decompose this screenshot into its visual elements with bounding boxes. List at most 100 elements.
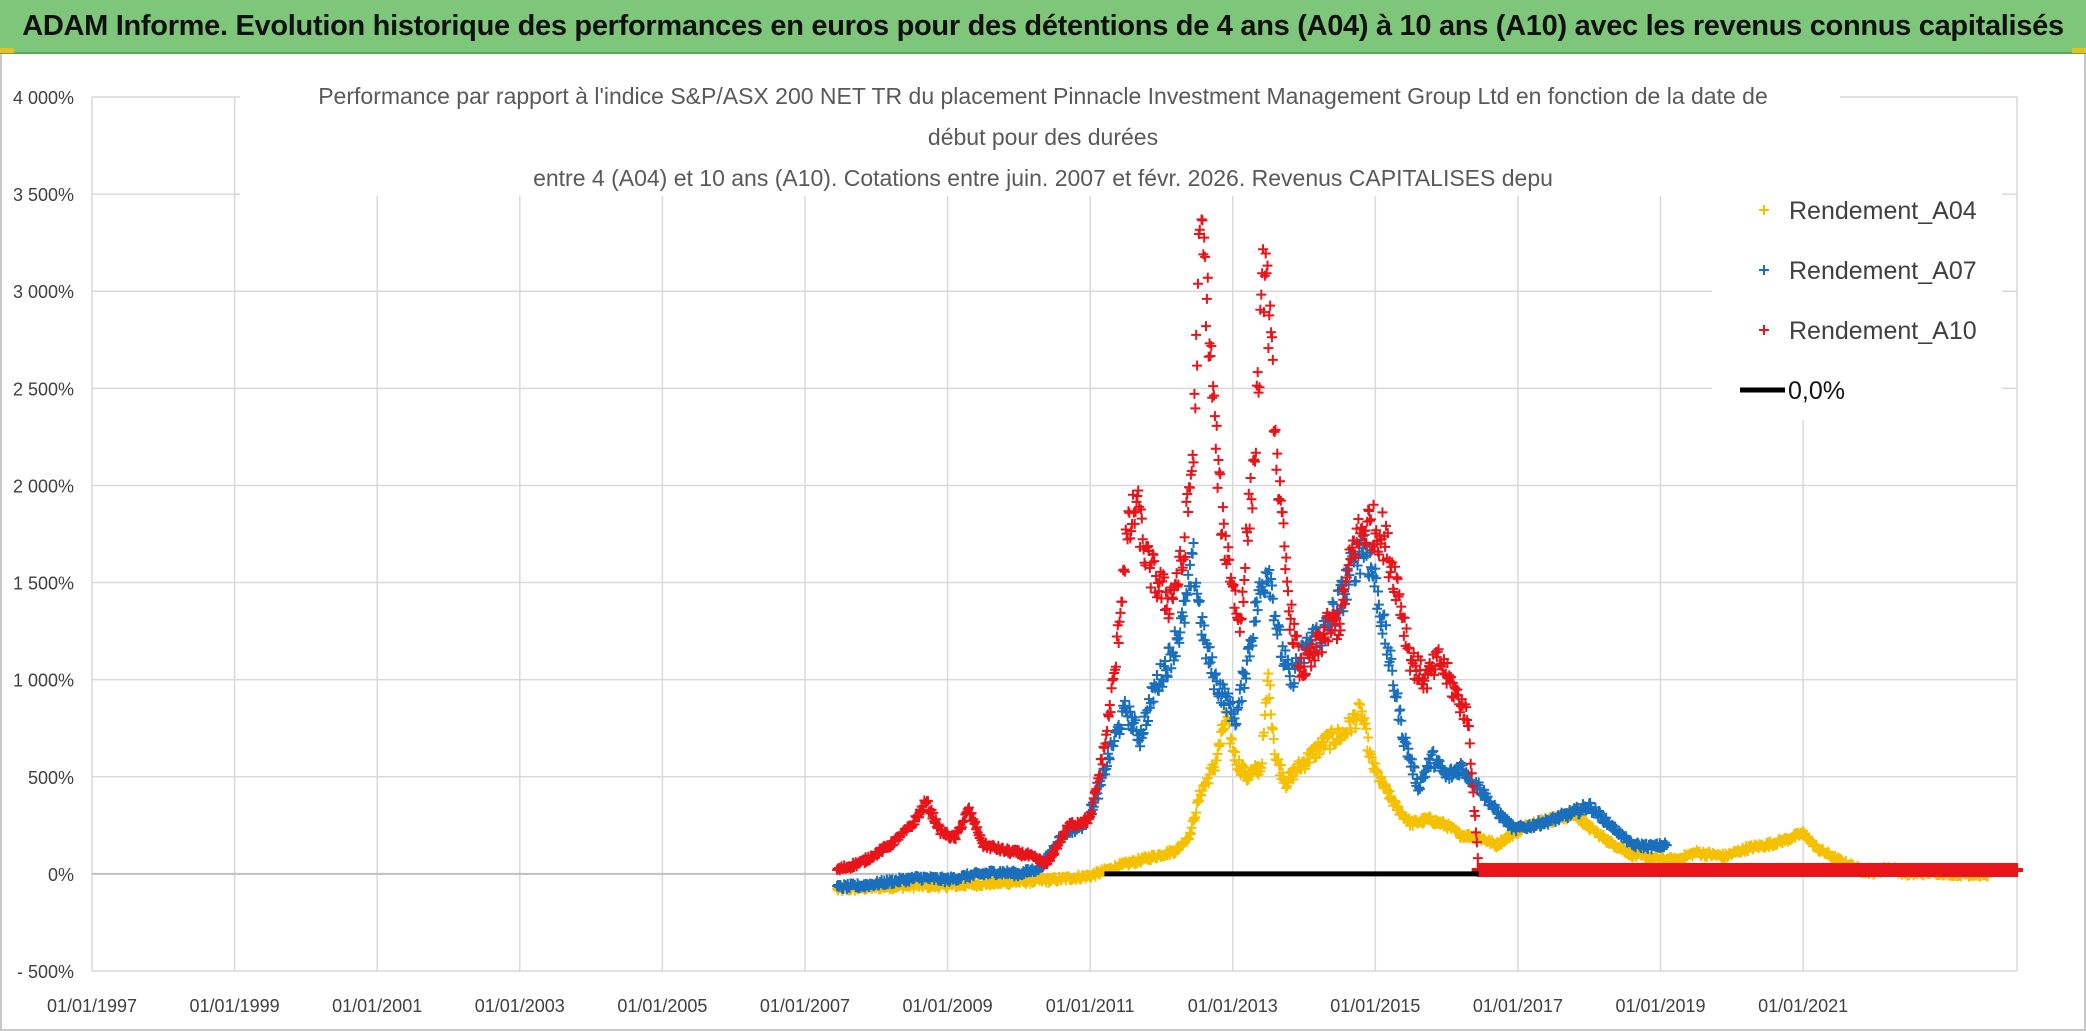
data-point <box>1275 495 1286 506</box>
data-point <box>1102 725 1113 736</box>
data-point <box>1226 734 1237 745</box>
data-point <box>1237 586 1248 597</box>
data-point <box>1365 514 1376 525</box>
data-point <box>1184 482 1195 493</box>
data-point <box>1323 636 1334 647</box>
x-tick-label: 01/01/2001 <box>332 996 422 1016</box>
data-point <box>1170 651 1181 662</box>
data-point <box>1136 513 1147 524</box>
data-point <box>1406 754 1417 765</box>
data-point <box>1324 743 1335 754</box>
data-point <box>1197 215 1208 226</box>
data-point <box>1385 645 1396 656</box>
data-point <box>1114 616 1125 627</box>
x-tick-label: 01/01/2005 <box>617 996 707 1016</box>
data-point <box>1283 777 1293 788</box>
data-point <box>1149 556 1160 567</box>
data-point <box>1266 332 1277 343</box>
data-point <box>1364 505 1375 516</box>
data-point <box>1472 853 1483 864</box>
series-rendement-a04 <box>832 668 1993 897</box>
data-point <box>1363 732 1374 743</box>
legend-label: Rendement_A07 <box>1789 257 1977 285</box>
data-point <box>1274 493 1285 504</box>
data-point <box>1182 589 1193 600</box>
data-point <box>1264 693 1275 704</box>
data-point <box>1319 622 1330 633</box>
data-point <box>1144 562 1155 573</box>
data-point <box>1180 552 1191 563</box>
data-point <box>1241 673 1252 684</box>
data-point <box>1183 506 1194 517</box>
data-point <box>1126 724 1137 735</box>
data-point <box>1446 672 1457 683</box>
data-point <box>1159 572 1170 583</box>
data-point <box>1471 827 1482 838</box>
y-tick-label: 2 500% <box>13 379 74 399</box>
data-point <box>1258 727 1269 738</box>
data-point <box>1339 586 1350 597</box>
data-point <box>1191 577 1202 588</box>
data-point <box>1205 350 1216 361</box>
data-point <box>1115 607 1126 618</box>
legend-label: Rendement_A10 <box>1789 317 1977 345</box>
data-point <box>1266 580 1277 591</box>
data-point <box>1116 723 1127 734</box>
data-point <box>1192 360 1203 371</box>
data-point <box>1355 699 1366 710</box>
data-point <box>1352 560 1363 571</box>
data-point <box>1233 755 1244 766</box>
data-point <box>1184 559 1195 570</box>
data-point <box>1465 758 1476 769</box>
data-point <box>1194 595 1205 606</box>
data-point <box>1094 769 1105 780</box>
x-tick-label: 01/01/2003 <box>475 996 565 1016</box>
data-point <box>1119 566 1130 577</box>
x-axis-labels: 01/01/1997 01/01/1999 01/01/2001 01/01/2003… <box>47 996 1848 1016</box>
data-point <box>1169 626 1180 637</box>
data-point <box>1396 715 1407 726</box>
data-point <box>1109 736 1120 747</box>
data-point <box>1379 609 1390 620</box>
data-point <box>1414 783 1425 794</box>
data-point <box>1183 569 1194 580</box>
data-point <box>1428 746 1439 757</box>
data-point <box>1464 738 1475 749</box>
data-point <box>1137 534 1148 545</box>
data-point <box>1470 810 1481 821</box>
data-point <box>1171 568 1182 579</box>
data-point <box>1285 613 1296 624</box>
data-point <box>1204 642 1215 653</box>
legend-item: Rendement_A10 <box>1759 317 1977 345</box>
data-point <box>1403 743 1414 754</box>
data-point <box>1196 629 1207 640</box>
data-point <box>1245 473 1256 484</box>
y-tick-label: - 500% <box>17 962 74 982</box>
data-point <box>1224 554 1235 565</box>
data-point <box>1243 488 1254 499</box>
data-point <box>1338 606 1349 617</box>
data-point <box>1161 603 1172 614</box>
data-point <box>1392 573 1403 584</box>
data-point <box>1430 664 1441 675</box>
data-point <box>1102 761 1113 772</box>
data-point <box>1369 581 1380 592</box>
data-point <box>1205 657 1216 668</box>
data-point <box>1356 706 1367 717</box>
y-tick-label: 1 500% <box>13 574 74 594</box>
banner-corner-left <box>0 48 14 53</box>
data-point <box>1199 232 1210 243</box>
data-point <box>1409 762 1420 773</box>
data-point <box>1328 599 1339 610</box>
data-point <box>1175 545 1186 556</box>
data-point <box>1215 469 1226 480</box>
data-point <box>1250 456 1261 467</box>
data-point <box>1381 620 1392 631</box>
y-tick-label: 2 000% <box>13 476 74 496</box>
data-point <box>1209 390 1220 401</box>
data-point <box>1482 791 1493 802</box>
data-point <box>1401 738 1412 749</box>
data-point <box>1105 707 1116 718</box>
data-point <box>1251 596 1262 607</box>
data-point <box>1187 548 1198 559</box>
